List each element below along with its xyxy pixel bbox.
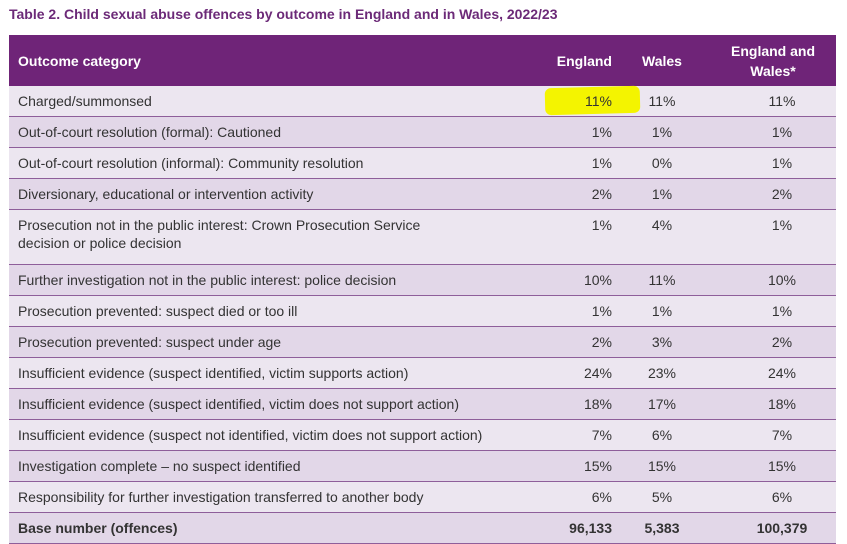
table-row: Out-of-court resolution (informal): Comm…	[9, 147, 836, 179]
base-england: 96,133	[524, 512, 614, 544]
table-row: Out-of-court resolution (formal): Cautio…	[9, 116, 836, 148]
header-england-and-wales-line2: Wales*	[750, 62, 796, 79]
england-and-wales-cell: 2%	[710, 178, 836, 210]
wales-cell: 3%	[614, 326, 710, 358]
england-cell: 10%	[524, 264, 614, 296]
england-cell: 1%	[524, 116, 614, 148]
england-and-wales-cell: 1%	[710, 209, 836, 265]
england-cell: 18%	[524, 388, 614, 420]
wales-cell: 6%	[614, 419, 710, 451]
england-and-wales-cell: 24%	[710, 357, 836, 389]
table-row: Insufficient evidence (suspect identifie…	[9, 388, 836, 420]
outcome-category-cell: Out-of-court resolution (informal): Comm…	[9, 147, 524, 179]
base-england-and-wales: 100,379	[710, 512, 836, 544]
england-and-wales-cell: 6%	[710, 481, 836, 513]
outcome-category-line1: Prosecution not in the public interest: …	[18, 217, 421, 233]
wales-cell: 17%	[614, 388, 710, 420]
table-row: Diversionary, educational or interventio…	[9, 178, 836, 210]
outcome-category-cell: Charged/summonsed	[9, 86, 524, 117]
wales-cell: 0%	[614, 147, 710, 179]
wales-cell: 1%	[614, 295, 710, 327]
england-and-wales-cell: 15%	[710, 450, 836, 482]
table-row: Insufficient evidence (suspect not ident…	[9, 419, 836, 451]
england-cell: 1%	[524, 295, 614, 327]
outcome-category-cell: Responsibility for further investigation…	[9, 481, 524, 513]
header-england-and-wales-line1: England and	[731, 42, 815, 59]
wales-cell: 15%	[614, 450, 710, 482]
england-cell: 15%	[524, 450, 614, 482]
england-value: 11%	[585, 93, 612, 109]
england-cell: 6%	[524, 481, 614, 513]
outcome-category-cell: Investigation complete – no suspect iden…	[9, 450, 524, 482]
base-number-row: Base number (offences) 96,133 5,383 100,…	[9, 512, 836, 544]
england-and-wales-cell: 11%	[710, 86, 836, 117]
wales-cell: 11%	[614, 264, 710, 296]
table-row: Responsibility for further investigation…	[9, 481, 836, 513]
england-and-wales-cell: 10%	[710, 264, 836, 296]
wales-cell: 23%	[614, 357, 710, 389]
table-row: Investigation complete – no suspect iden…	[9, 450, 836, 482]
outcome-category-cell: Prosecution not in the public interest: …	[9, 209, 524, 265]
england-and-wales-cell: 2%	[710, 326, 836, 358]
england-cell: 7%	[524, 419, 614, 451]
table-row: Further investigation not in the public …	[9, 264, 836, 296]
highlighter-mark: 11%	[585, 92, 612, 110]
england-and-wales-cell: 1%	[710, 295, 836, 327]
outcome-category-line2: decision or police decision	[18, 235, 182, 251]
header-england-and-wales: England and Wales*	[710, 35, 836, 86]
england-cell: 1%	[524, 147, 614, 179]
wales-cell: 5%	[614, 481, 710, 513]
table-row: Insufficient evidence (suspect identifie…	[9, 357, 836, 389]
table-row: Charged/summonsed 11% 11% 11%	[9, 86, 836, 117]
england-cell: 2%	[524, 178, 614, 210]
header-row: Outcome category England Wales England a…	[9, 35, 836, 86]
outcome-category-cell: Prosecution prevented: suspect died or t…	[9, 295, 524, 327]
table-row: Prosecution prevented: suspect under age…	[9, 326, 836, 358]
england-cell: 11%	[524, 86, 614, 117]
england-cell: 2%	[524, 326, 614, 358]
outcome-category-cell: Prosecution prevented: suspect under age	[9, 326, 524, 358]
outcome-category-cell: Out-of-court resolution (formal): Cautio…	[9, 116, 524, 148]
outcome-table: Outcome category England Wales England a…	[9, 35, 836, 544]
england-cell: 24%	[524, 357, 614, 389]
header-wales: Wales	[614, 35, 710, 86]
england-and-wales-cell: 7%	[710, 419, 836, 451]
header-england: England	[524, 35, 614, 86]
england-cell: 1%	[524, 209, 614, 265]
table-caption: Table 2. Child sexual abuse offences by …	[9, 6, 558, 22]
table-row: Prosecution not in the public interest: …	[9, 209, 836, 265]
base-number-label: Base number (offences)	[9, 512, 524, 544]
wales-cell: 1%	[614, 178, 710, 210]
outcome-category-cell: Insufficient evidence (suspect not ident…	[9, 419, 524, 451]
table-row: Prosecution prevented: suspect died or t…	[9, 295, 836, 327]
base-wales: 5,383	[614, 512, 710, 544]
outcome-category-cell: Diversionary, educational or interventio…	[9, 178, 524, 210]
england-and-wales-cell: 1%	[710, 147, 836, 179]
england-and-wales-cell: 1%	[710, 116, 836, 148]
outcome-category-cell: Insufficient evidence (suspect identifie…	[9, 388, 524, 420]
outcome-category-cell: Insufficient evidence (suspect identifie…	[9, 357, 524, 389]
england-and-wales-cell: 18%	[710, 388, 836, 420]
wales-cell: 4%	[614, 209, 710, 265]
outcome-category-cell: Further investigation not in the public …	[9, 264, 524, 296]
wales-cell: 1%	[614, 116, 710, 148]
header-outcome-category: Outcome category	[9, 35, 524, 86]
